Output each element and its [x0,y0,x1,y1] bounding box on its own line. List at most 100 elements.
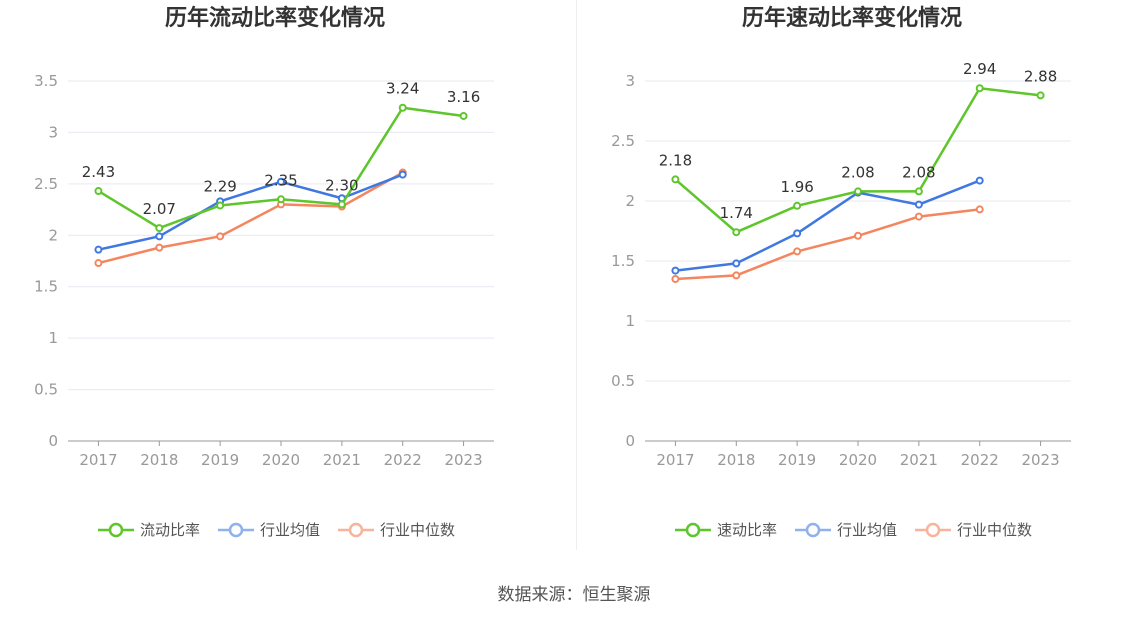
data-point [1036,91,1045,100]
x-tick-label: 2021 [323,451,361,469]
y-tick-label: 0.5 [611,372,635,390]
legend-label: 行业中位数 [380,521,455,539]
x-tick-label: 2020 [262,451,300,469]
legend-item: 行业中位数 [338,521,455,539]
legend-marker [685,522,701,538]
series-line [98,173,404,251]
series-line [675,179,981,272]
data-label: 2.07 [143,200,176,218]
data-point [732,259,741,268]
y-tick-label: 3 [625,72,635,90]
x-tick-label: 2021 [900,451,938,469]
data-point [914,200,923,209]
data-point [671,266,680,275]
data-point [277,195,285,204]
y-tick-label: 1.5 [611,252,635,270]
y-tick-label: 0 [48,432,58,450]
x-tick-label: 2022 [384,451,422,469]
data-label: 1.96 [780,178,813,196]
legend-label: 行业均值 [260,521,320,539]
y-tick-label: 0 [625,432,635,450]
x-tick-label: 2018 [717,451,755,469]
data-label: 2.94 [963,60,996,78]
data-point [94,259,103,268]
data-point [398,103,407,112]
data-label: 2.43 [82,163,115,181]
data-point [216,201,225,210]
data-point [398,170,407,179]
chart-divider [576,0,577,550]
data-point [975,84,984,93]
legend-item: 行业均值 [218,521,320,539]
x-tick-label: 2023 [444,451,482,469]
y-tick-label: 0.5 [34,381,58,399]
data-label: 2.35 [264,171,297,189]
data-point [337,200,346,209]
data-point [793,247,802,256]
series-line [675,208,980,281]
y-tick-label: 2.5 [34,175,58,193]
x-tick-label: 2020 [839,451,877,469]
y-tick-label: 3 [48,123,58,141]
data-label: 2.88 [1024,67,1057,85]
legend-label: 流动比率 [140,521,200,539]
y-tick-label: 1 [48,329,58,347]
data-point [459,111,468,120]
data-point [155,243,164,252]
legend-marker [348,522,364,538]
legend-marker [108,522,124,538]
y-tick-label: 2.5 [611,132,635,150]
data-label: 2.29 [203,177,236,195]
y-tick-label: 1.5 [34,278,58,296]
data-label: 2.08 [902,163,935,181]
legend-item: 流动比率 [98,521,200,539]
data-point [155,224,164,233]
x-tick-label: 2017 [79,451,117,469]
data-point [854,187,862,196]
legend-item: 速动比率 [675,521,777,539]
data-point [793,229,802,238]
legend-item: 行业中位数 [915,521,1032,539]
legend-label: 行业均值 [837,521,897,539]
x-tick-label: 2023 [1021,451,1059,469]
data-point [975,205,984,214]
data-label: 2.08 [841,163,874,181]
legend-marker [805,522,821,538]
data-source: 数据来源：恒生聚源 [497,585,651,605]
legend-label: 行业中位数 [957,521,1032,539]
y-tick-label: 2 [625,192,635,210]
data-point [732,271,741,280]
data-label: 3.16 [447,88,480,106]
legend-marker [228,522,244,538]
data-point [94,245,103,254]
data-point [277,177,285,186]
x-tick-label: 2019 [778,451,816,469]
current-ratio-chart: 历年流动比率变化情况 0 0.5 1 1.5 2 2.5 3 3.5 2017 2018 2019 20… [34,5,494,539]
data-point [216,232,225,241]
chart-title: 历年速动比率变化情况 [742,5,962,31]
data-label: 1.74 [720,204,753,222]
data-point [155,232,164,241]
y-tick-label: 2 [48,226,58,244]
data-point [914,187,923,196]
x-tick-label: 2018 [140,451,178,469]
x-tick-label: 2017 [656,451,694,469]
data-point [671,275,680,283]
x-tick-label: 2022 [961,451,999,469]
legend-label: 速动比率 [717,521,777,539]
quick-ratio-chart: 历年速动比率变化情况 0 0.5 1 1.5 2 2.5 3 2017 2018 2019 2020 2… [611,5,1071,539]
data-label: 2.18 [659,151,692,169]
y-tick-label: 1 [625,312,635,330]
data-point [854,231,862,240]
data-label: 3.24 [386,80,419,98]
data-point [793,201,802,210]
legend-marker [925,522,941,538]
legend-item: 行业均值 [795,521,897,539]
data-point [671,175,680,184]
x-tick-label: 2019 [201,451,239,469]
data-point [732,228,741,237]
series-line [98,171,404,265]
data-point [94,187,103,196]
chart-title: 历年流动比率变化情况 [165,5,385,31]
